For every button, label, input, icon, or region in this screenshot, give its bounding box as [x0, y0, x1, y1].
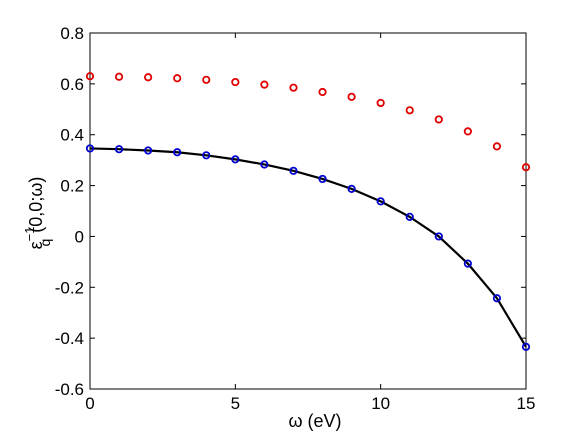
y-tick-label: 0.2 — [60, 177, 84, 196]
y-label-superscript: −1 — [22, 227, 37, 242]
x-tick-label: 10 — [371, 394, 390, 413]
y-tick-label: 0.6 — [60, 75, 84, 94]
data-point — [202, 75, 211, 84]
y-tick-label: 0 — [75, 227, 84, 246]
x-tick-label: 0 — [85, 394, 94, 413]
y-tick-label: -0.6 — [55, 380, 84, 399]
data-point — [289, 83, 298, 92]
data-point — [231, 155, 240, 164]
data-point — [173, 148, 182, 157]
data-point — [405, 106, 414, 115]
y-tick-label: -0.4 — [55, 329, 84, 348]
y-label-argument: (0,0;ω) — [26, 177, 46, 233]
x-tick-label: 5 — [231, 394, 240, 413]
data-point — [85, 72, 95, 81]
data-point — [318, 87, 327, 97]
tick-labels: 0 5 10 15 -0.6 -0.4 -0.2 0 0.2 0.4 0.6 0.8 — [55, 24, 536, 413]
x-tick-label: 15 — [517, 394, 536, 413]
y-axis-label: ε−1q (0,0;ω) — [22, 177, 53, 250]
series-1 — [85, 144, 531, 351]
data-point — [376, 98, 385, 108]
y-label-subscript: q — [37, 239, 53, 247]
data-point — [173, 74, 182, 83]
data-point — [347, 92, 356, 101]
data-point — [492, 294, 502, 303]
data-point — [202, 151, 211, 160]
x-axis-label: ω (eV) — [288, 411, 341, 431]
data-point — [463, 127, 472, 136]
data-point — [114, 145, 124, 154]
data-point — [144, 73, 153, 82]
data-point — [144, 146, 153, 155]
plot-area — [89, 32, 527, 390]
data-point — [405, 212, 414, 221]
series-layer — [85, 72, 531, 351]
data-point — [434, 115, 443, 124]
plot-frame — [89, 32, 527, 390]
data-point — [521, 163, 531, 172]
y-tick-label: -0.2 — [55, 278, 84, 297]
svg-text:ε−1q(0,0;ω): ε−1q (0,0;ω) — [22, 177, 53, 250]
data-point — [114, 72, 124, 81]
data-point — [318, 174, 327, 184]
data-point — [521, 342, 531, 351]
data-point — [434, 232, 443, 241]
y-tick-label: 0.4 — [60, 126, 84, 145]
data-point — [492, 142, 502, 151]
series-0 — [85, 72, 531, 172]
series-line — [89, 147, 527, 348]
data-point — [260, 160, 269, 169]
axis-ticks — [89, 32, 527, 390]
data-point — [289, 166, 298, 175]
data-point — [347, 184, 356, 193]
data-point — [231, 77, 240, 87]
y-label-base: ε — [26, 241, 46, 249]
data-point — [85, 144, 95, 153]
data-point — [463, 259, 472, 268]
data-point — [376, 197, 385, 206]
data-point — [260, 80, 269, 89]
y-tick-label: 0.8 — [60, 24, 84, 43]
